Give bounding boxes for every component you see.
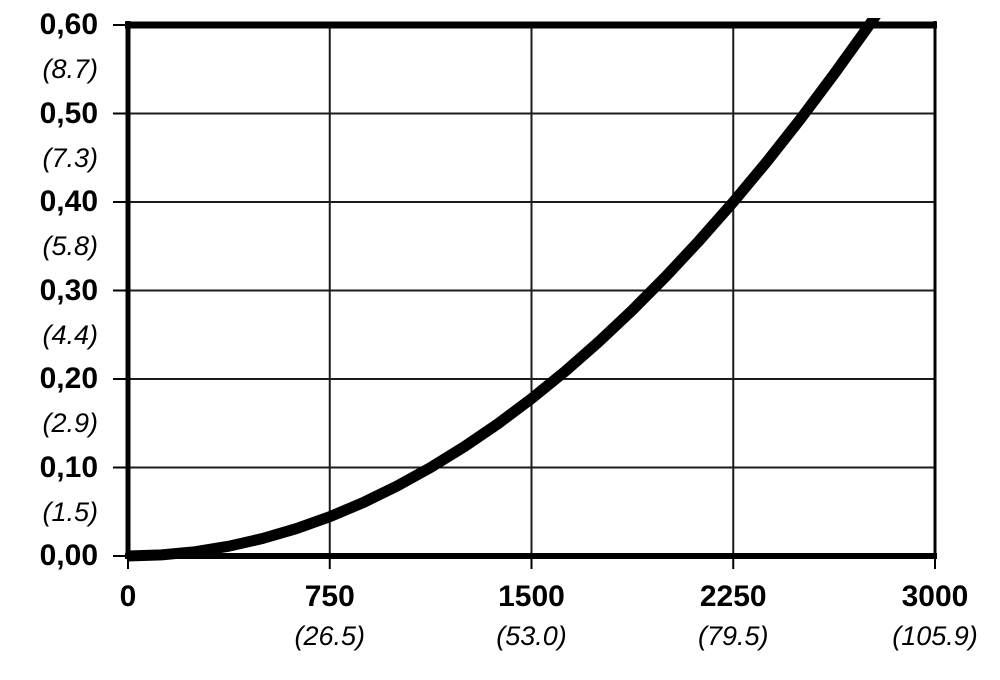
x-tick-primary-2: 1500 [498,580,565,613]
y-tick-secondary-2: (2.9) [42,408,98,439]
y-tick-secondary-4: (5.8) [42,231,98,262]
x-tick-secondary-4: (105.9) [892,621,978,651]
y-tick-secondary-6: (8.7) [42,54,98,85]
x-tick-primary-0: 0 [119,580,137,613]
y-tick-secondary-3: (4.4) [42,319,98,350]
y-tick-primary-5: 0,50 [39,96,98,130]
x-tick-secondary-3: (79.5) [697,621,769,651]
y-tick-secondary-5: (7.3) [42,142,98,173]
y-tick-secondary-1: (1.5) [42,496,98,527]
y-tick-primary-3: 0,30 [39,273,98,307]
x-tick-primary-1: 750 [304,580,355,613]
x-tick-secondary-2: (53.0) [496,621,567,651]
series-pressure-drop-curve [127,18,881,562]
y-tick-primary-1: 0,10 [39,450,98,484]
y-tick-primary-6: 0,60 [39,8,98,41]
y-tick-primary-0: 0,00 [39,539,98,572]
x-tick-secondary-1: (26.5) [294,621,366,651]
x-tick-primary-3: 2250 [699,580,767,613]
y-tick-primary-4: 0,40 [39,185,98,218]
y-tick-primary-2: 0,20 [39,362,98,395]
x-tick-primary-4: 3000 [901,580,969,613]
